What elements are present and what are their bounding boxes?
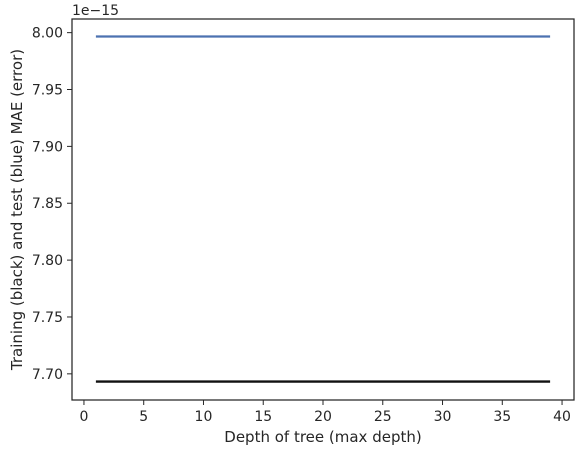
y-axis-ticks: 7.70 7.75 7.80 7.85 7.90 7.95 8.00 [32, 26, 72, 383]
x-tick-label: 20 [314, 409, 332, 425]
y-offset-text: 1e−15 [72, 3, 119, 19]
x-tick-label: 25 [374, 409, 392, 425]
x-tick-label: 30 [434, 409, 452, 425]
y-tick-label: 7.95 [32, 83, 63, 99]
y-tick-label: 7.80 [32, 253, 63, 269]
x-tick-label: 15 [254, 409, 272, 425]
x-tick-label: 35 [493, 409, 511, 425]
x-tick-label: 10 [195, 409, 213, 425]
x-tick-label: 0 [79, 409, 88, 425]
series-layer [95, 35, 551, 383]
y-axis-label: Training (black) and test (blue) MAE (er… [8, 49, 26, 371]
y-tick-label: 7.85 [32, 196, 63, 212]
x-tick-label: 5 [139, 409, 148, 425]
x-axis-ticks: 0 5 10 15 20 25 30 35 40 [79, 400, 571, 425]
y-tick-label: 8.00 [32, 26, 63, 42]
plot-frame [71, 18, 575, 401]
y-tick-label: 7.75 [32, 310, 63, 326]
x-tick-label: 40 [553, 409, 571, 425]
x-axis-label: Depth of tree (max depth) [224, 428, 421, 446]
y-tick-label: 7.70 [32, 367, 63, 383]
y-tick-label: 7.90 [32, 139, 63, 155]
